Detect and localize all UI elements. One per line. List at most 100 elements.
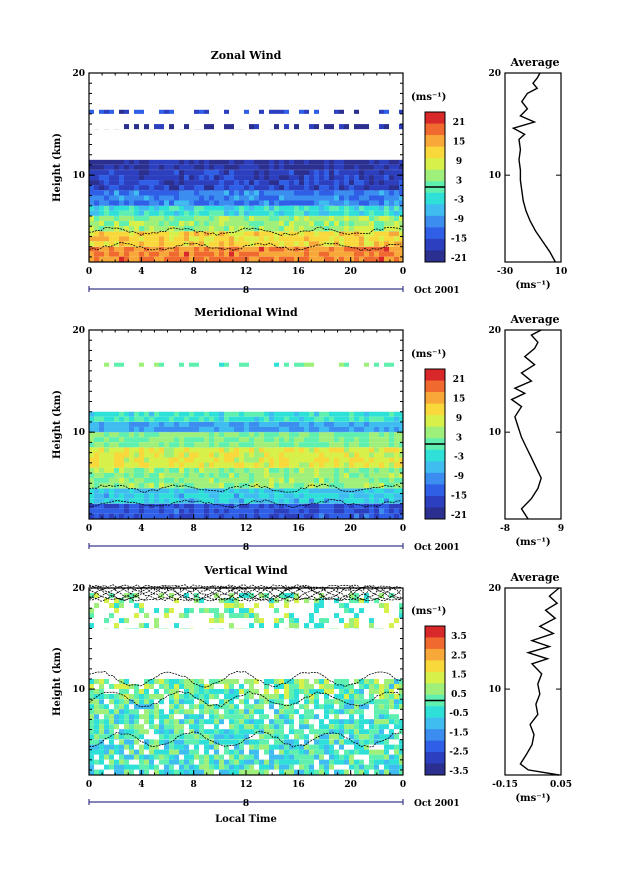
heatmap-cell [344,251,349,257]
heatmap-cell [384,749,389,755]
heatmap-cell [209,210,214,216]
heatmap-cell [249,764,254,770]
heatmap-cell [119,503,124,509]
heatmap-cell [259,493,264,499]
heatmap-cell [349,226,354,232]
heatmap-cell [349,421,354,427]
heatmap-cell [199,246,204,252]
heatmap-cell [204,498,209,504]
heatmap-cell [224,503,229,509]
heatmap-cell [204,180,209,186]
heatmap-cell [159,488,164,494]
heatmap-cell [389,185,394,191]
heatmap-cell [254,236,259,242]
heatmap-cell [394,704,399,710]
heatmap-cell [144,159,149,165]
heatmap-cell [214,180,219,186]
heatmap-cell [389,205,394,211]
heatmap-cell [149,236,154,242]
heatmap-cell [314,467,319,473]
heatmap-cell [89,513,94,519]
heatmap-cell [264,749,269,755]
heatmap-cell [269,729,274,735]
heatmap-cell [89,236,94,242]
heatmap-cell [289,508,294,514]
heatmap-cell [89,200,94,206]
heatmap-cell [134,226,139,232]
heatmap-cell [334,498,339,504]
heatmap-cell [184,442,189,448]
heatmap-cell [234,508,239,514]
heatmap-cell [149,437,154,443]
heatmap-cell [214,688,219,694]
heatmap-cell [384,513,389,519]
heatmap-cell [274,416,279,422]
heatmap-cell [224,362,229,367]
heatmap-cell [389,754,394,760]
colorbar-tick-label: -21 [451,511,467,521]
heatmap-cell [264,482,269,488]
heatmap-cell [259,170,264,176]
heatmap-cell [284,195,289,201]
heatmap-cell [89,719,94,725]
heatmap-cell [379,477,384,483]
heatmap-cell [259,256,264,262]
heatmap-cell [154,704,159,710]
heatmap-cell [124,416,129,422]
heatmap-cell [219,426,224,432]
heatmap-cell [249,246,254,252]
heatmap-cell [389,426,394,432]
heatmap-cell [169,437,174,443]
heatmap-cell [319,754,324,760]
heatmap-cell [179,462,184,468]
heatmap-cell [144,503,149,509]
heatmap-cell [319,205,324,211]
heatmap-cell [199,709,204,715]
heatmap-cell [389,200,394,206]
heatmap-cell [304,734,309,740]
heatmap-cell [144,493,149,499]
heatmap-cell [329,719,334,725]
heatmap-cell [149,164,154,170]
heatmap-cell [344,678,349,684]
heatmap-cell [299,488,304,494]
heatmap-cell [344,216,349,222]
heatmap-cell [384,236,389,242]
heatmap-cell [109,231,114,237]
heatmap-cell [174,457,179,463]
heatmap-cell [374,457,379,463]
heatmap-cell [284,124,289,130]
heatmap-cell [199,482,204,488]
heatmap-cell [184,170,189,176]
heatmap-cell [299,744,304,750]
heatmap-cell [399,426,403,432]
heatmap-cell [154,724,159,730]
heatmap-cell [379,256,384,262]
heatmap-cell [334,210,339,216]
heatmap-cell [204,432,209,438]
heatmap-cell [309,416,314,422]
heatmap-cell [249,704,254,710]
heatmap-cell [144,513,149,519]
heatmap-cell [144,477,149,483]
heatmap-cell [399,729,403,735]
heatmap-cell [279,200,284,206]
heatmap-cell [344,416,349,422]
heatmap-cell [209,221,214,227]
heatmap-cell [204,442,209,448]
heatmap-cell [249,714,254,720]
heatmap-cell [199,236,204,242]
heatmap-cell [324,432,329,438]
heatmap-cell [214,693,219,699]
heatmap-cell [249,195,254,201]
heatmap-cell [394,200,399,206]
heatmap-cell [119,749,124,755]
heatmap-cell [314,124,319,130]
heatmap-cell [229,437,234,443]
heatmap-cell [174,170,179,176]
heatmap-cell [174,216,179,222]
heatmap-cell [309,231,314,237]
heatmap-cell [349,759,354,765]
heatmap-cell [224,411,229,417]
heatmap-cell [284,503,289,509]
